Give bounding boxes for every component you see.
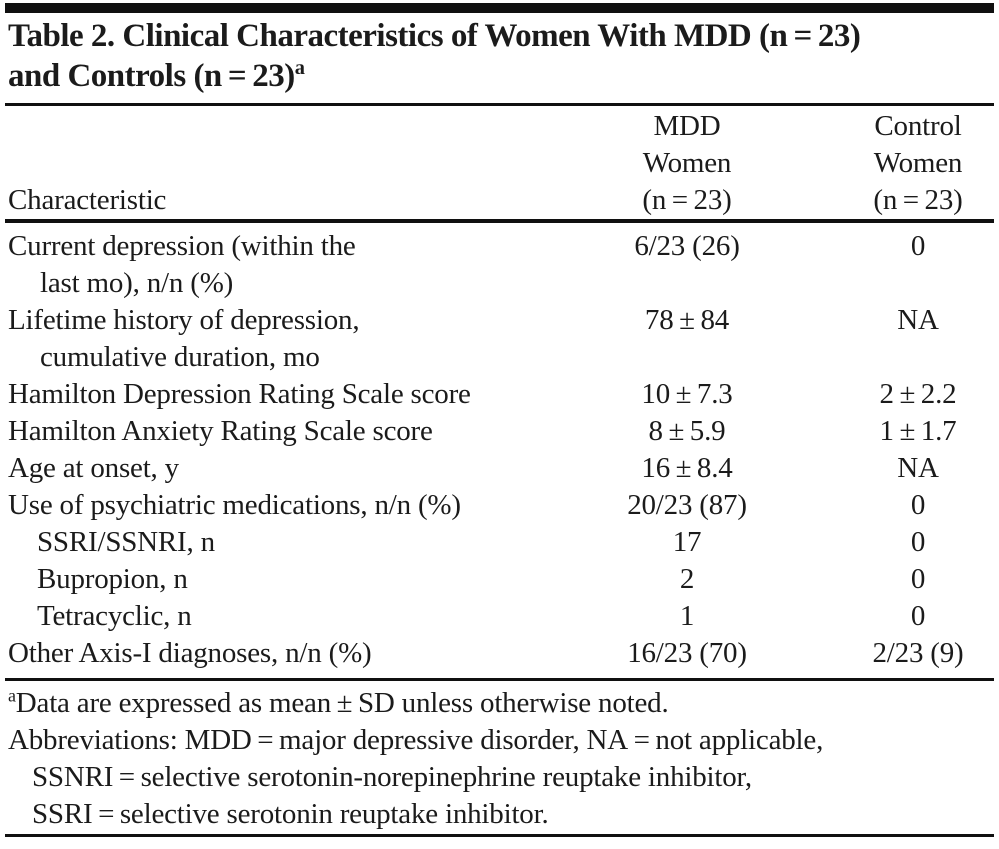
table-row-age-at-onset: Age at onset, y 16 ± 8.4 NA	[5, 450, 994, 487]
control-value: 0	[910, 526, 926, 558]
table-row-other-axis-i: Other Axis-I diagnoses, n/n (%) 16/23 (7…	[5, 635, 994, 672]
table-title-line1: Table 2. Clinical Characteristics of Wom…	[8, 18, 861, 54]
rule-above-footnotes	[5, 678, 994, 681]
column-header-control-line2: Women	[873, 147, 963, 179]
rule-below-header	[5, 219, 994, 223]
control-value: 1 ± 1.7	[879, 415, 957, 447]
row-label: Bupropion, n	[37, 563, 188, 595]
table-row-ssri-ssnri: SSRI/SSNRI, n 17 0	[5, 524, 994, 561]
table-row-hamilton-depression: Hamilton Depression Rating Scale score 1…	[5, 376, 994, 413]
column-header-characteristic: Characteristic	[8, 184, 167, 216]
column-header-row: Characteristic MDD Women (n = 23) Contro…	[5, 106, 994, 219]
row-label: Hamilton Anxiety Rating Scale score	[8, 415, 433, 447]
footnote-abbreviations-line1: Abbreviations: MDD = major depressive di…	[8, 724, 824, 756]
top-thick-rule	[5, 3, 994, 13]
row-label-line2: cumulative duration, mo	[40, 341, 320, 373]
control-value: 0	[910, 563, 926, 595]
table-title: Table 2. Clinical Characteristics of Wom…	[8, 16, 994, 96]
row-label: Other Axis-I diagnoses, n/n (%)	[8, 637, 372, 669]
mdd-value: 6/23 (26)	[634, 230, 740, 262]
row-label-line1: Current depression (within the	[8, 230, 356, 262]
bottom-rule	[5, 834, 994, 837]
row-label: Current depression (within the last mo),…	[5, 228, 562, 302]
column-header-mdd: MDD Women (n = 23)	[562, 108, 812, 219]
control-value: 0	[910, 230, 926, 262]
column-header-control: Control Women (n = 23)	[812, 108, 994, 219]
mdd-value: 16/23 (70)	[627, 637, 747, 669]
table-row-lifetime-history: Lifetime history of depression, cumulati…	[5, 302, 994, 376]
column-header-mdd-line2: Women	[642, 147, 732, 179]
footnote-marker-a: a	[8, 685, 16, 706]
footnote-data-note: aData are expressed as mean ± SD unless …	[8, 685, 994, 722]
control-value: NA	[897, 304, 939, 336]
row-label-line2: last mo), n/n (%)	[40, 267, 234, 299]
footnote-data-note-text: Data are expressed as mean ± SD unless o…	[15, 687, 669, 719]
row-label: Tetracyclic, n	[37, 600, 192, 632]
control-value: 0	[910, 489, 926, 521]
row-label: Lifetime history of depression, cumulati…	[5, 302, 562, 376]
table-title-line2: and Controls (n = 23)a	[8, 56, 994, 96]
table-title-line2-text: and Controls (n = 23)	[8, 58, 295, 94]
table-body: Current depression (within the last mo),…	[5, 223, 994, 672]
table-row-current-depression: Current depression (within the last mo),…	[5, 228, 994, 302]
mdd-value: 10 ± 7.3	[641, 378, 733, 410]
mdd-value: 16 ± 8.4	[641, 452, 733, 484]
column-header-control-line3: (n = 23)	[873, 184, 963, 216]
control-value: 2 ± 2.2	[879, 378, 957, 410]
footnote-abbreviations-line3: SSRI = selective serotonin reuptake inhi…	[32, 798, 549, 830]
table-row-psychiatric-medications: Use of psychiatric medications, n/n (%) …	[5, 487, 994, 524]
footnote-abbreviations-line2: SSNRI = selective serotonin-norepinephri…	[32, 761, 752, 793]
column-header-mdd-line1: MDD	[653, 110, 721, 142]
mdd-value: 8 ± 5.9	[648, 415, 726, 447]
table-row-tetracyclic: Tetracyclic, n 1 0	[5, 598, 994, 635]
mdd-value: 2	[679, 563, 695, 595]
table-row-hamilton-anxiety: Hamilton Anxiety Rating Scale score 8 ± …	[5, 413, 994, 450]
mdd-value: 17	[672, 526, 702, 558]
column-header-control-line1: Control	[874, 110, 962, 142]
table-title-footnote-marker: a	[294, 57, 305, 79]
rule-below-title	[5, 103, 994, 106]
journal-table-figure: Table 2. Clinical Characteristics of Wom…	[0, 3, 999, 837]
mdd-value: 1	[679, 600, 695, 632]
row-label: Age at onset, y	[8, 452, 179, 484]
control-value: NA	[897, 452, 939, 484]
mdd-value: 78 ± 84	[644, 304, 730, 336]
table-row-bupropion: Bupropion, n 2 0	[5, 561, 994, 598]
row-label: Hamilton Depression Rating Scale score	[8, 378, 471, 410]
control-value: 2/23 (9)	[872, 637, 964, 669]
footnotes: aData are expressed as mean ± SD unless …	[5, 681, 994, 833]
row-label: Use of psychiatric medications, n/n (%)	[8, 489, 461, 521]
column-header-mdd-line3: (n = 23)	[642, 184, 732, 216]
row-label-line1: Lifetime history of depression,	[8, 304, 360, 336]
mdd-value: 20/23 (87)	[627, 489, 747, 521]
control-value: 0	[910, 600, 926, 632]
row-label: SSRI/SSNRI, n	[37, 526, 215, 558]
